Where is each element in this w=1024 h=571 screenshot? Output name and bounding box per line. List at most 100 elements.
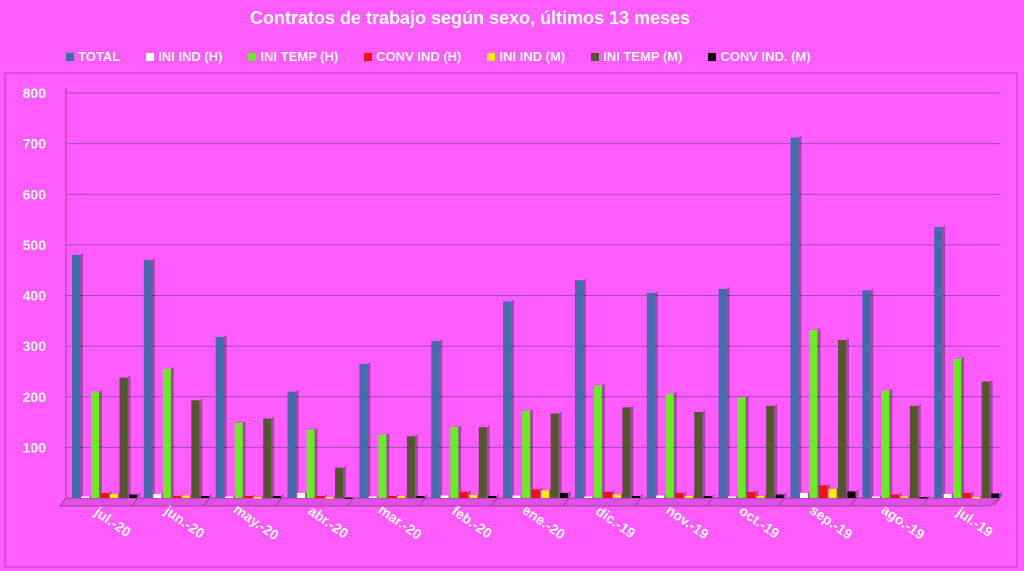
bar-side bbox=[352, 495, 356, 498]
bar-ini-ind-h- bbox=[512, 495, 521, 498]
bar-side bbox=[999, 491, 1003, 498]
y-tick-label: 100 bbox=[23, 439, 47, 455]
bar-conv-ind-h- bbox=[747, 491, 756, 498]
legend-swatch bbox=[66, 52, 74, 61]
bar-conv-ind-h- bbox=[962, 492, 971, 498]
bar-ini-ind-m- bbox=[325, 496, 334, 499]
bar-side bbox=[486, 425, 490, 498]
x-tick-label: oct.-19 bbox=[736, 502, 782, 541]
bar-ini-ind-m- bbox=[828, 488, 837, 498]
legend-label: INI TEMP (H) bbox=[260, 49, 339, 64]
bar-side bbox=[745, 395, 749, 498]
bar-side bbox=[127, 375, 131, 498]
bar-side bbox=[530, 408, 534, 498]
bar-ini-ind-h- bbox=[871, 496, 880, 498]
bar-ini-ind-m- bbox=[756, 495, 765, 498]
bar-ini-temp-m- bbox=[766, 405, 775, 498]
bar-conv-ind-m- bbox=[703, 495, 712, 498]
bar-conv-ind-m- bbox=[991, 493, 1000, 498]
legend-label: INI TEMP (M) bbox=[603, 49, 683, 64]
bar-ini-temp-m- bbox=[478, 427, 487, 498]
bar-ini-temp-h- bbox=[162, 368, 171, 498]
bar-side bbox=[942, 225, 946, 498]
bar-side bbox=[601, 383, 605, 498]
bar-side bbox=[252, 493, 256, 498]
x-tick bbox=[921, 497, 929, 507]
x-tick bbox=[706, 497, 714, 507]
bar-ini-ind-m- bbox=[469, 494, 478, 498]
bar-side bbox=[711, 493, 715, 498]
bar-ini-ind-h- bbox=[225, 496, 234, 498]
x-tick-label: ago.-19 bbox=[878, 501, 928, 542]
bar-ini-temp-h- bbox=[809, 329, 818, 498]
bar-ini-ind-h- bbox=[440, 495, 449, 498]
y-tick-label: 500 bbox=[23, 237, 47, 253]
legend-item: INI TEMP (H) bbox=[248, 49, 338, 64]
y-tick-label: 800 bbox=[23, 85, 47, 101]
legend: TOTAL INI IND (H) INI TEMP (H) CONV IND (H)… bbox=[66, 49, 837, 64]
bar-conv-ind-h- bbox=[603, 491, 612, 498]
bar-side bbox=[845, 338, 849, 498]
bar-ini-temp-h- bbox=[665, 393, 674, 498]
bar-ini-temp-m- bbox=[263, 418, 272, 498]
bar-side bbox=[568, 490, 572, 498]
bar-conv-ind-m- bbox=[272, 495, 281, 498]
legend-item: CONV IND (H) bbox=[364, 49, 461, 64]
bar-conv-ind-m- bbox=[416, 495, 425, 498]
bar-ini-temp-m- bbox=[694, 411, 703, 498]
x-tick bbox=[849, 497, 857, 507]
x-tick-label: nov.-19 bbox=[663, 502, 712, 543]
bar-side bbox=[927, 494, 931, 498]
x-tick-label: jul.-19 bbox=[953, 503, 996, 540]
bar-side bbox=[917, 403, 921, 498]
bar-ini-temp-m- bbox=[837, 340, 846, 498]
x-tick bbox=[634, 497, 642, 507]
bar-ini-temp-h- bbox=[522, 410, 531, 498]
bar-ini-ind-h- bbox=[153, 493, 162, 498]
bar-ini-ind-m- bbox=[541, 490, 550, 498]
bar-side bbox=[80, 253, 83, 498]
bar-side bbox=[511, 299, 515, 498]
bar-conv-ind-m- bbox=[344, 497, 353, 499]
bar-ini-temp-h- bbox=[306, 429, 315, 498]
bar-side bbox=[99, 389, 102, 498]
x-tick-label: mar.-20 bbox=[375, 501, 425, 542]
bar-side bbox=[343, 465, 347, 498]
bar-ini-ind-h- bbox=[943, 493, 952, 498]
x-tick-label: ene.-20 bbox=[520, 502, 569, 543]
bar-side bbox=[414, 434, 418, 498]
bar-side bbox=[208, 493, 212, 498]
chart-border bbox=[4, 72, 1018, 568]
bar-side bbox=[151, 258, 155, 498]
bar-conv-ind-h- bbox=[890, 494, 899, 498]
legend-item: TOTAL bbox=[66, 49, 120, 64]
bar-ini-temp-h- bbox=[881, 390, 890, 498]
bar-total bbox=[718, 288, 727, 498]
bar-ini-ind-m- bbox=[612, 494, 621, 498]
y-tick-label: 300 bbox=[23, 338, 47, 354]
legend-swatch bbox=[364, 52, 373, 61]
y-tick-label: 400 bbox=[23, 288, 47, 304]
bar-ini-temp-h- bbox=[450, 427, 459, 498]
bar-total bbox=[862, 290, 871, 498]
bar-side bbox=[324, 493, 328, 498]
bar-conv-ind-m- bbox=[560, 492, 569, 498]
bar-ini-temp-m- bbox=[550, 413, 559, 498]
legend-label: CONV IND (H) bbox=[376, 49, 462, 64]
bar-side bbox=[242, 421, 246, 498]
x-tick bbox=[418, 497, 426, 507]
bar-side bbox=[898, 492, 902, 498]
bar-side bbox=[424, 493, 428, 498]
x-tick-label: dic.-19 bbox=[593, 503, 639, 542]
x-tick-label: sep.-19 bbox=[807, 502, 856, 543]
bar-ini-temp-m- bbox=[981, 381, 990, 498]
bar-conv-ind-h- bbox=[100, 492, 109, 498]
bar-side bbox=[961, 356, 965, 498]
bar-ini-ind-m- bbox=[253, 496, 262, 499]
bar-total bbox=[359, 363, 368, 498]
bar-side bbox=[386, 432, 390, 498]
bar-side bbox=[137, 492, 140, 498]
bar-ini-temp-h- bbox=[737, 397, 746, 498]
bar-side bbox=[496, 493, 500, 498]
